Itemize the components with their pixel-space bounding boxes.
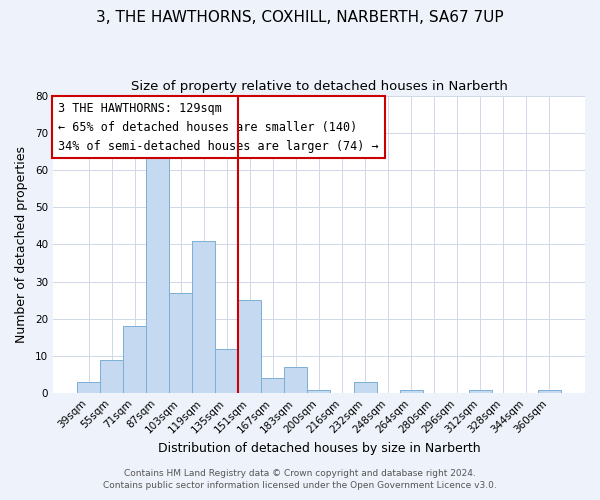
Bar — [469, 390, 492, 394]
Bar — [400, 390, 422, 394]
Bar — [262, 378, 284, 394]
Bar — [146, 152, 169, 394]
Bar — [192, 240, 215, 394]
Title: Size of property relative to detached houses in Narberth: Size of property relative to detached ho… — [131, 80, 508, 93]
Y-axis label: Number of detached properties: Number of detached properties — [15, 146, 28, 343]
Bar — [353, 382, 377, 394]
Bar — [215, 348, 238, 394]
Bar — [284, 368, 307, 394]
Bar — [77, 382, 100, 394]
Bar — [100, 360, 123, 394]
Bar — [123, 326, 146, 394]
Bar — [307, 390, 331, 394]
Text: 3, THE HAWTHORNS, COXHILL, NARBERTH, SA67 7UP: 3, THE HAWTHORNS, COXHILL, NARBERTH, SA6… — [96, 10, 504, 25]
Bar — [238, 300, 262, 394]
Text: Contains HM Land Registry data © Crown copyright and database right 2024.
Contai: Contains HM Land Registry data © Crown c… — [103, 468, 497, 490]
Bar — [169, 293, 192, 394]
Bar — [538, 390, 561, 394]
Text: 3 THE HAWTHORNS: 129sqm
← 65% of detached houses are smaller (140)
34% of semi-d: 3 THE HAWTHORNS: 129sqm ← 65% of detache… — [58, 102, 379, 152]
X-axis label: Distribution of detached houses by size in Narberth: Distribution of detached houses by size … — [158, 442, 480, 455]
